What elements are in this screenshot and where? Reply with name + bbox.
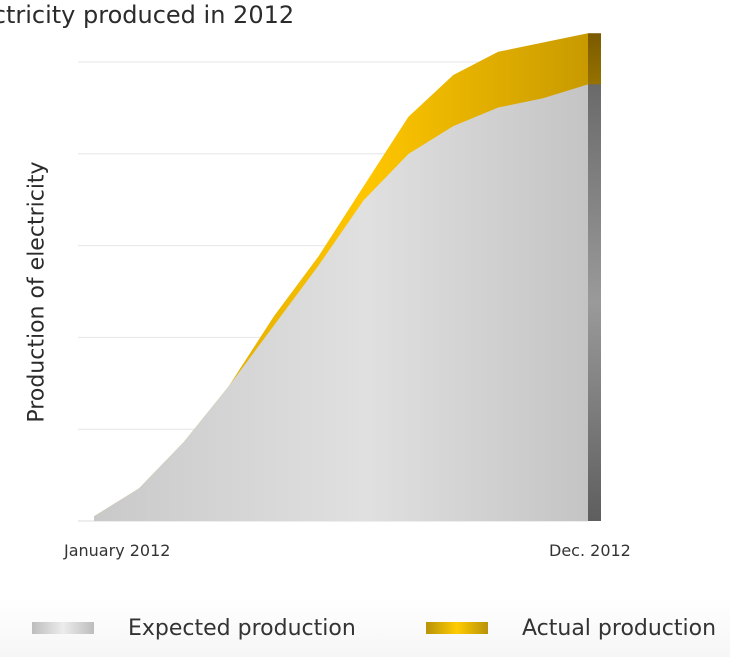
legend-swatch-expected: [32, 622, 94, 634]
legend-swatch-actual: [426, 622, 488, 634]
legend: Expected production Actual production: [0, 598, 730, 657]
plot-area: [78, 33, 601, 522]
chart-title: ectricity produced in 2012: [0, 1, 295, 29]
y-axis-label: Production of electricity: [24, 161, 50, 423]
x-tick-label-start: January 2012: [64, 541, 171, 560]
legend-item-expected: Expected production: [32, 598, 356, 658]
legend-label-actual: Actual production: [522, 615, 717, 641]
series-area-expected-production: [94, 84, 588, 521]
legend-item-actual: Actual production: [426, 598, 716, 658]
expected-area-side-face: [588, 84, 601, 521]
x-tick-label-end: Dec. 2012: [549, 541, 631, 560]
legend-label-expected: Expected production: [128, 615, 356, 641]
